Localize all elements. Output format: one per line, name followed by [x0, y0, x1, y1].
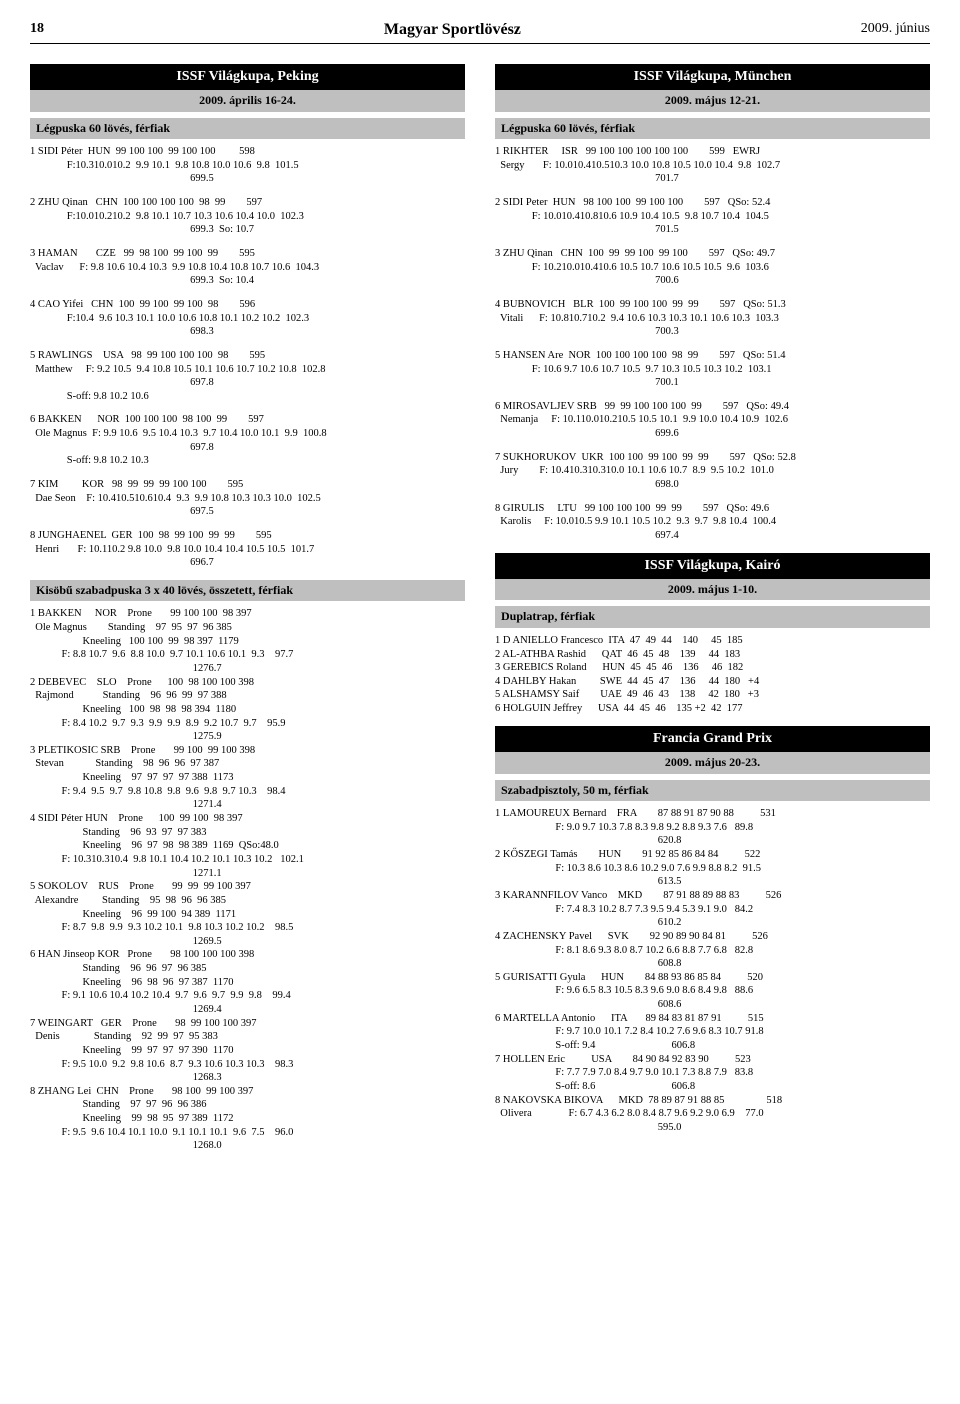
event-header-francia: Francia Grand Prix: [495, 726, 930, 752]
results-duplatrap: 1 D ANIELLO Francesco ITA 47 49 44 140 4…: [495, 634, 930, 716]
discipline-air-rifle-left: Légpuska 60 lövés, férfiak: [30, 118, 465, 140]
discipline-3x40: Kisöbű szabadpuska 3 x 40 lövés, összete…: [30, 580, 465, 602]
event-header-munchen: ISSF Világkupa, München: [495, 64, 930, 90]
left-column: ISSF Világkupa, Peking 2009. április 16-…: [30, 58, 465, 1163]
result-entry: 7 KIM KOR 98 99 99 99 100 100 595 Dae Se…: [30, 478, 465, 519]
event-date-peking: 2009. április 16-24.: [30, 90, 465, 112]
event-date-kairo: 2009. május 1-10.: [495, 579, 930, 601]
discipline-air-rifle-right: Légpuska 60 lövés, férfiak: [495, 118, 930, 140]
result-entry: 1 SIDI Péter HUN 99 100 100 99 100 100 5…: [30, 145, 465, 186]
result-entry: 5 RAWLINGS USA 98 99 100 100 100 98 595 …: [30, 349, 465, 404]
page-number: 18: [30, 20, 44, 41]
event-header-peking: ISSF Világkupa, Peking: [30, 64, 465, 90]
result-entry: 4 CAO Yifei CHN 100 99 100 99 100 98 596…: [30, 298, 465, 339]
result-entry: 2 SIDI Peter HUN 98 100 100 99 100 100 5…: [495, 196, 930, 237]
results-free-pistol: 1 LAMOUREUX Bernard FRA 87 88 91 87 90 8…: [495, 807, 930, 1134]
air-rifle-results-right: 1 RIKHTER ISR 99 100 100 100 100 100 599…: [495, 145, 930, 542]
result-entry: 3 ZHU Qinan CHN 100 99 99 100 99 100 597…: [495, 247, 930, 288]
page-header: 18 Magyar Sportlövész 2009. június: [30, 20, 930, 44]
result-entry: 5 HANSEN Are NOR 100 100 100 100 98 99 5…: [495, 349, 930, 390]
results-3x40: 1 BAKKEN NOR Prone 99 100 100 98 397 Ole…: [30, 607, 465, 1153]
air-rifle-results-left: 1 SIDI Péter HUN 99 100 100 99 100 100 5…: [30, 145, 465, 570]
discipline-duplatrap: Duplatrap, férfiak: [495, 606, 930, 628]
result-entry: 4 BUBNOVICH BLR 100 99 100 100 99 99 597…: [495, 298, 930, 339]
result-entry: 2 ZHU Qinan CHN 100 100 100 100 98 99 59…: [30, 196, 465, 237]
result-entry: 3 HAMAN CZE 99 98 100 99 100 99 595 Vacl…: [30, 247, 465, 288]
result-entry: 8 GIRULIS LTU 99 100 100 100 99 99 597 Q…: [495, 502, 930, 543]
result-entry: 8 JUNGHAENEL GER 100 98 99 100 99 99 595…: [30, 529, 465, 570]
result-entry: 7 SUKHORUKOV UKR 100 100 99 100 99 99 59…: [495, 451, 930, 492]
event-date-francia: 2009. május 20-23.: [495, 752, 930, 774]
magazine-title: Magyar Sportlövész: [384, 20, 521, 41]
result-entry: 6 BAKKEN NOR 100 100 100 98 100 99 597 O…: [30, 413, 465, 468]
event-date-munchen: 2009. május 12-21.: [495, 90, 930, 112]
event-header-kairo: ISSF Világkupa, Kairó: [495, 553, 930, 579]
discipline-free-pistol: Szabadpisztoly, 50 m, férfiak: [495, 780, 930, 802]
result-entry: 1 RIKHTER ISR 99 100 100 100 100 100 599…: [495, 145, 930, 186]
result-entry: 6 MIROSAVLJEV SRB 99 99 100 100 100 99 5…: [495, 400, 930, 441]
right-column: ISSF Világkupa, München 2009. május 12-2…: [495, 58, 930, 1163]
issue-date: 2009. június: [861, 20, 930, 41]
